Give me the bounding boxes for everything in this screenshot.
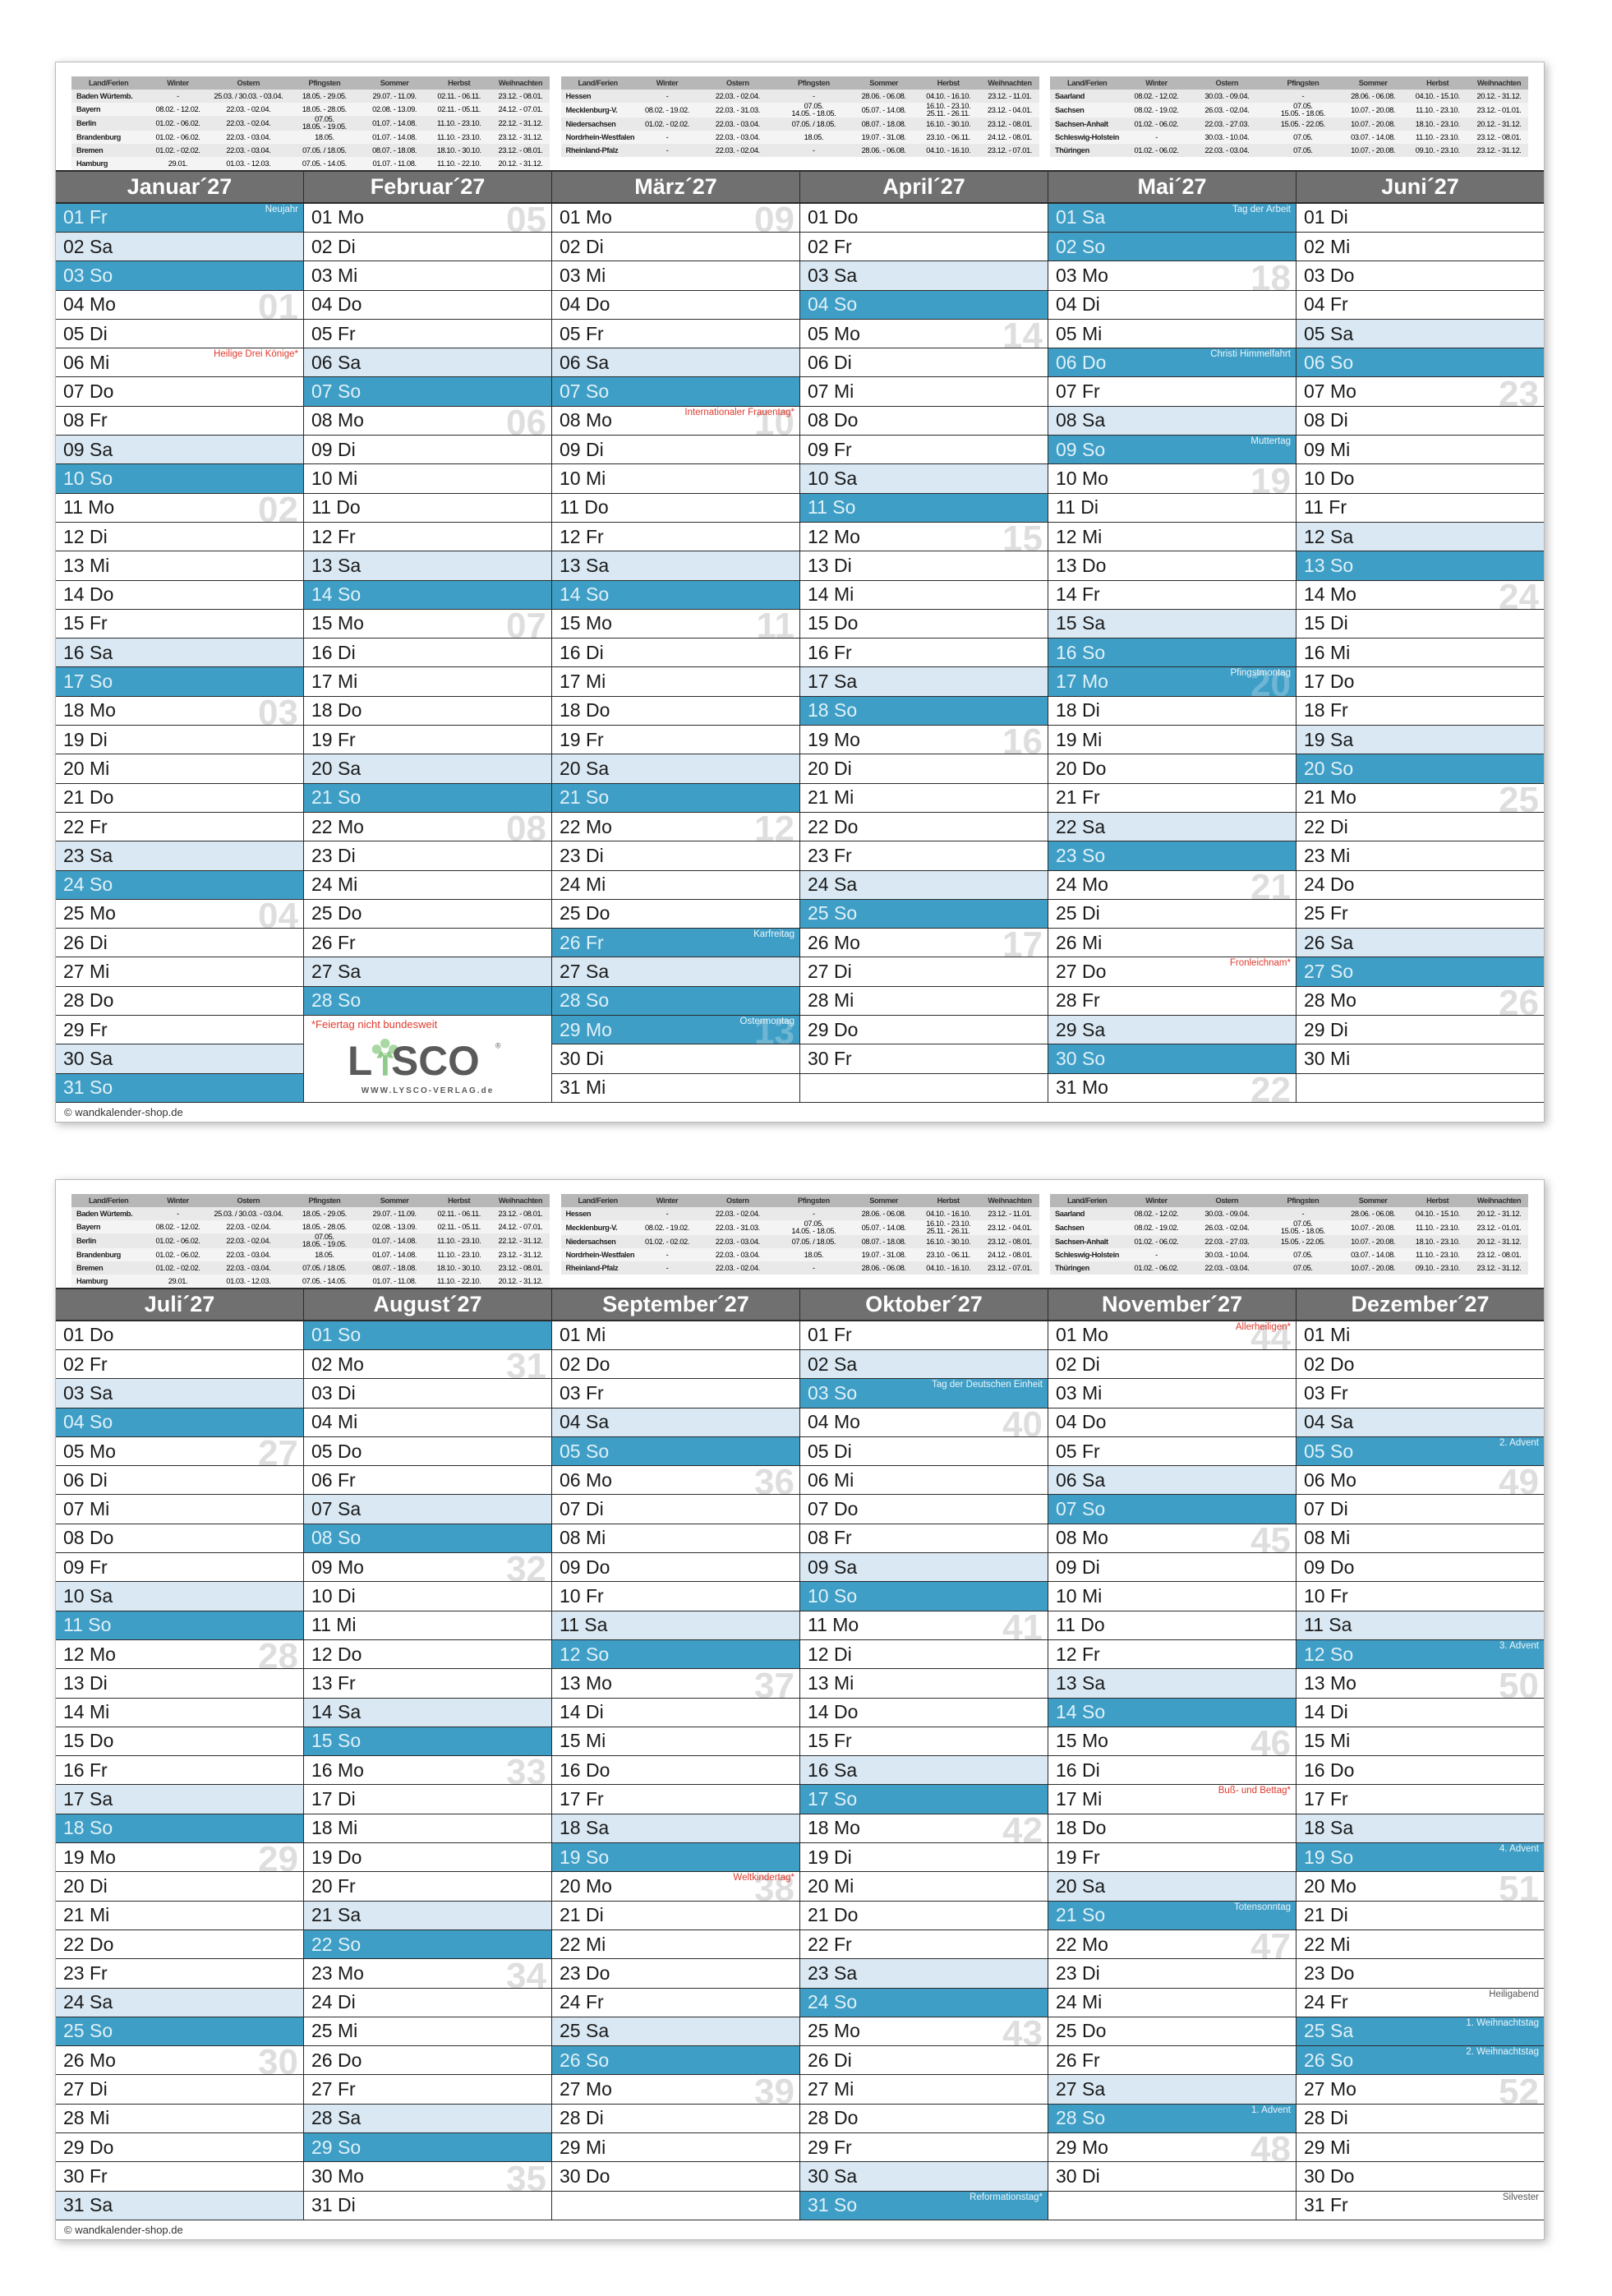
svg-text:SCO: SCO [391,1038,480,1084]
svg-text:L: L [348,1038,372,1084]
svg-text:®: ® [495,1042,501,1050]
